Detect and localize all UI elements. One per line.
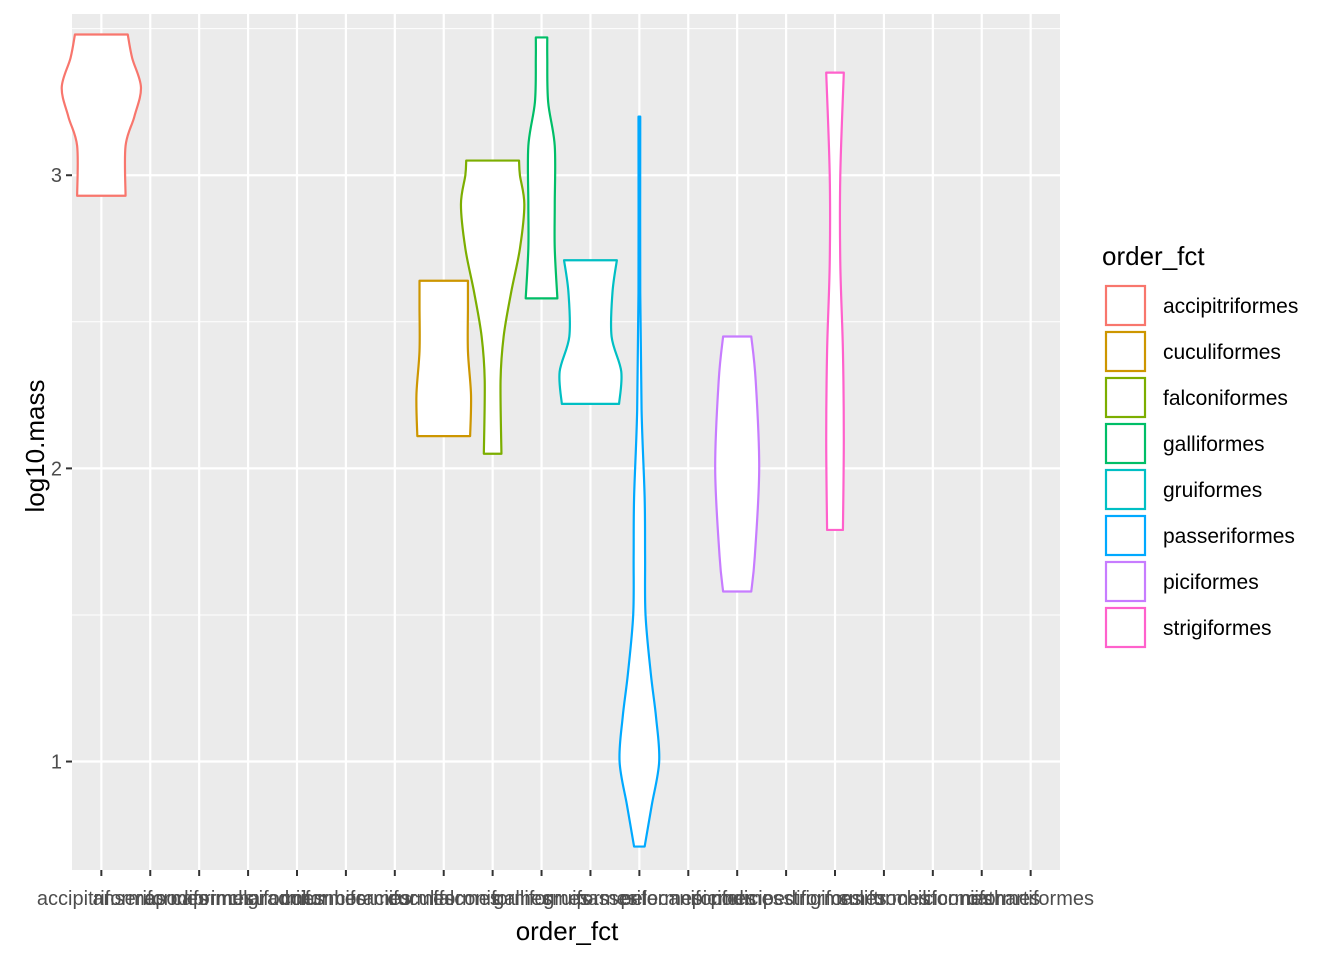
x-tick-label: coraciiformes <box>335 888 454 910</box>
legend-key-accipitriformes <box>1104 284 1147 327</box>
x-tick-label: anseriformes <box>92 888 208 910</box>
x-tick-label: galliformes <box>493 888 590 910</box>
x-tick-label: columbiformes <box>281 888 411 910</box>
axes: 1 2 3 accipitriformesanseriformesapodiforme… <box>37 165 1094 910</box>
legend-key-galliformes <box>1104 422 1147 465</box>
plot-panel <box>72 14 1060 870</box>
y-tick-label: 1 <box>51 752 62 774</box>
x-axis-title: order_fct <box>516 916 619 946</box>
x-tick-label: caprimulgiformes <box>172 888 324 910</box>
violin-falconiformes <box>459 159 526 455</box>
violin-strigiformes <box>825 71 845 532</box>
x-tick-label: cathartiformes <box>967 888 1094 910</box>
legend-label-galliformes: galliformes <box>1163 433 1265 456</box>
legend-label-strigiformes: strigiformes <box>1163 617 1272 640</box>
violin-accipitriformes <box>60 33 143 197</box>
legend-key-cuculiformes <box>1104 330 1147 373</box>
x-tick-label: pelecaniformes <box>620 888 756 910</box>
x-tick-label: apodiformes <box>144 888 254 910</box>
legend-key-falconiformes <box>1104 376 1147 419</box>
violin-cuculiformes <box>415 279 473 438</box>
legend: order_fct accipitriformes cuculiformes fal… <box>1102 241 1298 649</box>
x-tick-label: ciconiiformes <box>923 888 1040 910</box>
x-tick-label: passeriformes <box>577 888 703 910</box>
x-tick-label: falconiformes <box>433 888 552 910</box>
legend-label-gruiformes: gruiformes <box>1163 479 1262 502</box>
x-tick-label: charadriiformes <box>228 888 366 910</box>
x-tick-label: cuculiformes <box>388 888 500 910</box>
legend-label-falconiformes: falconiformes <box>1163 387 1288 410</box>
legend-title: order_fct <box>1102 241 1205 271</box>
x-tick-label: accipitriformes <box>37 888 166 910</box>
violin-gruiformes <box>558 259 623 405</box>
y-tick-label: 2 <box>51 458 62 480</box>
legend-label-passeriformes: passeriformes <box>1163 525 1295 548</box>
violin-piciformes <box>714 335 761 593</box>
y-axis-title: log10.mass <box>20 380 50 513</box>
violins <box>60 33 845 848</box>
legend-key-strigiformes <box>1104 606 1147 649</box>
violin-galliformes <box>524 36 559 300</box>
legend-key-passeriformes <box>1104 514 1147 557</box>
violin-passeriformes <box>618 115 661 848</box>
x-tick-label: piciformes <box>692 888 783 910</box>
x-tick-label: suliformes <box>838 888 929 910</box>
x-tick-label: strigiformes <box>783 888 886 910</box>
legend-label-accipitriformes: accipitriformes <box>1163 295 1298 318</box>
y-tick-label: 3 <box>51 165 62 187</box>
panel-background <box>72 14 1060 870</box>
legend-key-gruiformes <box>1104 468 1147 511</box>
legend-key-piciformes <box>1104 560 1147 603</box>
x-tick-label: podicipediformes <box>710 888 861 910</box>
legend-label-cuculiformes: cuculiformes <box>1163 341 1281 364</box>
x-tick-label: trochiliformes <box>873 888 992 910</box>
legend-label-piciformes: piciformes <box>1163 571 1259 594</box>
x-tick-label: gruiformes <box>543 888 637 910</box>
